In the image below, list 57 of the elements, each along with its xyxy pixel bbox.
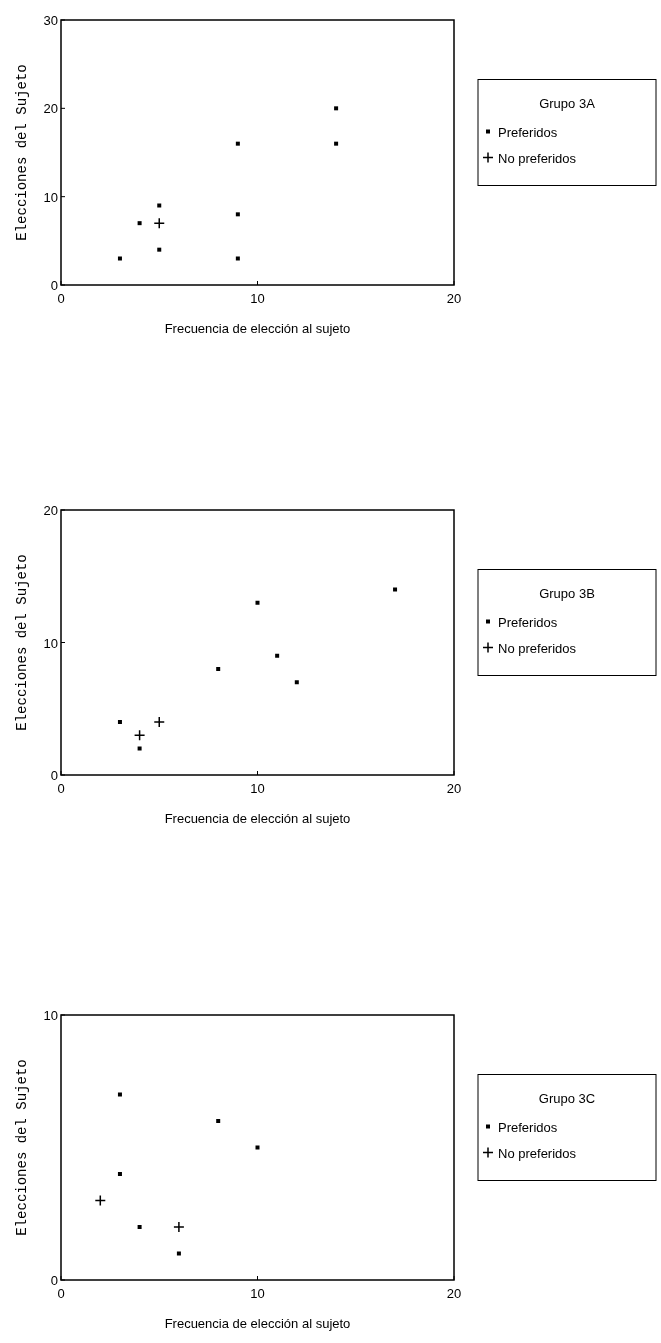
y-tick-label: 0 bbox=[50, 1273, 58, 1288]
point bbox=[216, 667, 221, 671]
point bbox=[334, 141, 339, 146]
point bbox=[137, 221, 142, 226]
y-tick-label: 20 bbox=[43, 503, 58, 518]
y-axis-title: Elecciones del Sujeto bbox=[14, 1059, 30, 1236]
point bbox=[94, 1194, 107, 1207]
point bbox=[137, 746, 142, 751]
point bbox=[255, 1145, 260, 1150]
point bbox=[117, 720, 122, 724]
point bbox=[133, 729, 146, 741]
point bbox=[235, 212, 240, 217]
y-tick-label: 10 bbox=[43, 189, 58, 205]
x-tick-label: 20 bbox=[446, 1286, 462, 1301]
point bbox=[153, 217, 165, 229]
point bbox=[153, 716, 165, 728]
x-axis-title: Frecuencia de elección al sujeto bbox=[164, 321, 351, 336]
point bbox=[173, 1221, 185, 1233]
x-tick-label: 20 bbox=[446, 781, 462, 796]
point bbox=[294, 680, 299, 685]
x-tick-label: 10 bbox=[250, 781, 265, 796]
y-tick-label: 30 bbox=[43, 13, 58, 28]
point bbox=[117, 256, 122, 261]
point bbox=[334, 106, 339, 111]
x-axis-title: Frecuencia de elección al sujeto bbox=[164, 811, 351, 826]
point bbox=[157, 203, 162, 208]
x-tick-label: 10 bbox=[250, 291, 265, 306]
legend-title: Grupo 3A bbox=[539, 95, 596, 111]
y-axis-title: Elecciones del Sujeto bbox=[14, 554, 30, 731]
point bbox=[235, 141, 240, 146]
point bbox=[117, 1172, 122, 1176]
point bbox=[235, 256, 240, 261]
legend-label: No preferidos bbox=[498, 640, 577, 656]
legend-label: Preferidos bbox=[498, 614, 558, 630]
point bbox=[216, 1119, 221, 1123]
legend-label: No preferidos bbox=[498, 1145, 577, 1161]
legend-title: Grupo 3B bbox=[539, 585, 595, 601]
y-tick-label: 10 bbox=[43, 635, 58, 651]
point bbox=[275, 653, 280, 658]
point bbox=[117, 1092, 122, 1097]
x-axis-title: Frecuencia de elección al sujeto bbox=[164, 1316, 351, 1331]
point bbox=[137, 1225, 142, 1229]
y-tick-label: 20 bbox=[43, 101, 58, 117]
y-tick-label: 10 bbox=[43, 1008, 58, 1023]
point bbox=[176, 1251, 181, 1256]
point bbox=[255, 600, 260, 605]
legend-title: Grupo 3C bbox=[538, 1090, 596, 1106]
y-axis-title: Elecciones del Sujeto bbox=[14, 64, 30, 241]
point bbox=[157, 247, 162, 252]
legend-label: Preferidos bbox=[498, 1119, 558, 1135]
x-tick-label: 20 bbox=[446, 291, 462, 306]
y-tick-label: 0 bbox=[50, 768, 58, 783]
y-tick-label: 0 bbox=[50, 278, 58, 293]
legend-label: Preferidos bbox=[498, 124, 558, 140]
x-tick-label: 10 bbox=[250, 1286, 265, 1301]
point bbox=[393, 587, 398, 592]
legend-label: No preferidos bbox=[498, 150, 577, 166]
